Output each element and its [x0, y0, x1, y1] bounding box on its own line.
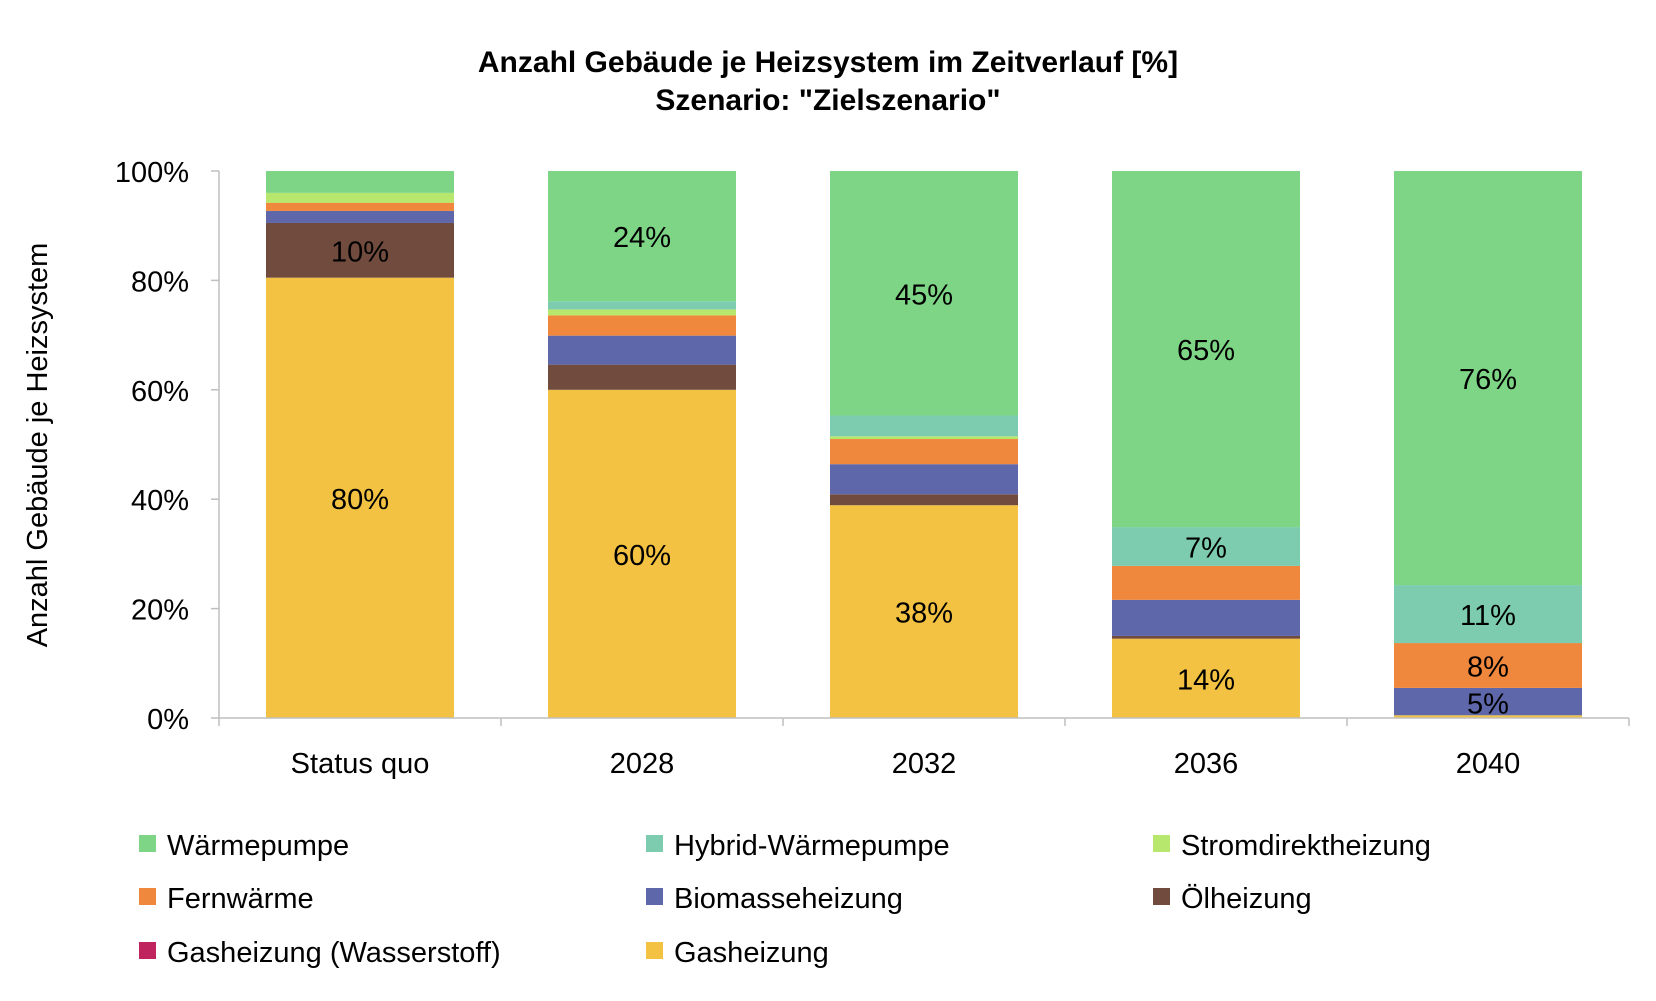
bar-segment	[1112, 171, 1300, 528]
legend-swatch	[1153, 835, 1170, 852]
legend-label: Ölheizung	[1181, 883, 1312, 915]
bar-segment	[1112, 599, 1300, 636]
bar-segment	[1394, 171, 1582, 586]
data-label: 11%	[1460, 600, 1516, 632]
legend-swatch	[646, 942, 663, 959]
bar-segment	[1394, 643, 1582, 688]
y-tick-label: 20%	[131, 595, 189, 627]
legend-item: Wärmepumpe	[139, 830, 349, 862]
legend-item: Stromdirektheizung	[1153, 830, 1431, 862]
bar-segment	[548, 309, 736, 316]
data-label: 8%	[1467, 651, 1509, 683]
bar-segment	[1112, 565, 1300, 600]
bar-segment	[266, 171, 454, 193]
bar-segment	[548, 171, 736, 302]
chart-title: Anzahl Gebäude je Heizsystem im Zeitverl…	[478, 46, 1178, 79]
bar-segment	[548, 315, 736, 336]
data-label: 7%	[1185, 533, 1227, 565]
bar-segment	[1394, 585, 1582, 644]
legend-item: Gasheizung	[646, 937, 829, 969]
bar-segment	[1394, 715, 1582, 718]
chart-subtitle: Szenario: "Zielszenario"	[655, 84, 1000, 117]
x-tick-label: 2036	[1174, 748, 1239, 780]
legend-label: Gasheizung	[674, 937, 829, 969]
data-label: 10%	[331, 236, 389, 268]
bar-segment	[830, 494, 1018, 506]
legend-item: Ölheizung	[1153, 883, 1312, 915]
bar-segment	[266, 210, 454, 223]
bar-segment	[266, 222, 454, 278]
data-label: 14%	[1177, 664, 1235, 696]
data-label: 76%	[1459, 364, 1517, 396]
data-label: 65%	[1177, 335, 1235, 367]
bar-segment	[1112, 638, 1300, 718]
legend-item: Biomasseheizung	[646, 883, 903, 915]
x-tick-label: 2032	[892, 748, 957, 780]
legend-item: Fernwärme	[139, 883, 314, 915]
legend-label: Biomasseheizung	[674, 883, 903, 915]
data-label: 45%	[895, 279, 953, 311]
bar-segment	[548, 364, 736, 390]
legend-item: Hybrid-Wärmepumpe	[646, 830, 950, 862]
bar-segment	[266, 202, 454, 211]
bar-segment	[1112, 635, 1300, 639]
legend-label: Hybrid-Wärmepumpe	[674, 830, 950, 862]
bar-segment	[830, 436, 1018, 440]
y-axis-label: Anzahl Gebäude je Heizsystem	[22, 243, 54, 648]
data-label: 5%	[1467, 688, 1509, 720]
data-label: 38%	[895, 598, 953, 630]
bar-segment	[830, 464, 1018, 495]
x-tick-label: Status quo	[291, 748, 430, 780]
legend-swatch	[139, 942, 156, 959]
legend-swatch	[139, 835, 156, 852]
data-label: 24%	[613, 222, 671, 254]
bar-segment	[1394, 687, 1582, 716]
x-tick-label: 2040	[1456, 748, 1521, 780]
y-tick-label: 60%	[131, 376, 189, 408]
bar-segment	[266, 277, 454, 718]
bar-segment	[548, 301, 736, 310]
y-tick-label: 40%	[131, 485, 189, 517]
bar-segment	[830, 439, 1018, 465]
legend-label: Wärmepumpe	[167, 830, 349, 862]
y-tick-label: 100%	[115, 157, 189, 189]
bar-segment	[266, 192, 454, 203]
bar-segment	[830, 505, 1018, 718]
bar-segment	[830, 415, 1018, 437]
y-tick-label: 80%	[131, 266, 189, 298]
x-tick-label: 2028	[610, 748, 675, 780]
y-tick-label: 0%	[147, 704, 189, 736]
legend-swatch	[646, 835, 663, 852]
legend-swatch	[646, 888, 663, 905]
legend-label: Fernwärme	[167, 883, 314, 915]
bar-segment	[1112, 527, 1300, 566]
bar-segment	[830, 171, 1018, 416]
bar-segment	[548, 389, 736, 718]
legend-item: Gasheizung (Wasserstoff)	[139, 937, 501, 969]
legend-swatch	[1153, 888, 1170, 905]
legend-label: Gasheizung (Wasserstoff)	[167, 937, 501, 969]
legend-swatch	[139, 888, 156, 905]
data-label: 60%	[613, 540, 671, 572]
bar-segment	[548, 335, 736, 365]
legend-label: Stromdirektheizung	[1181, 830, 1431, 862]
data-label: 80%	[331, 484, 389, 516]
